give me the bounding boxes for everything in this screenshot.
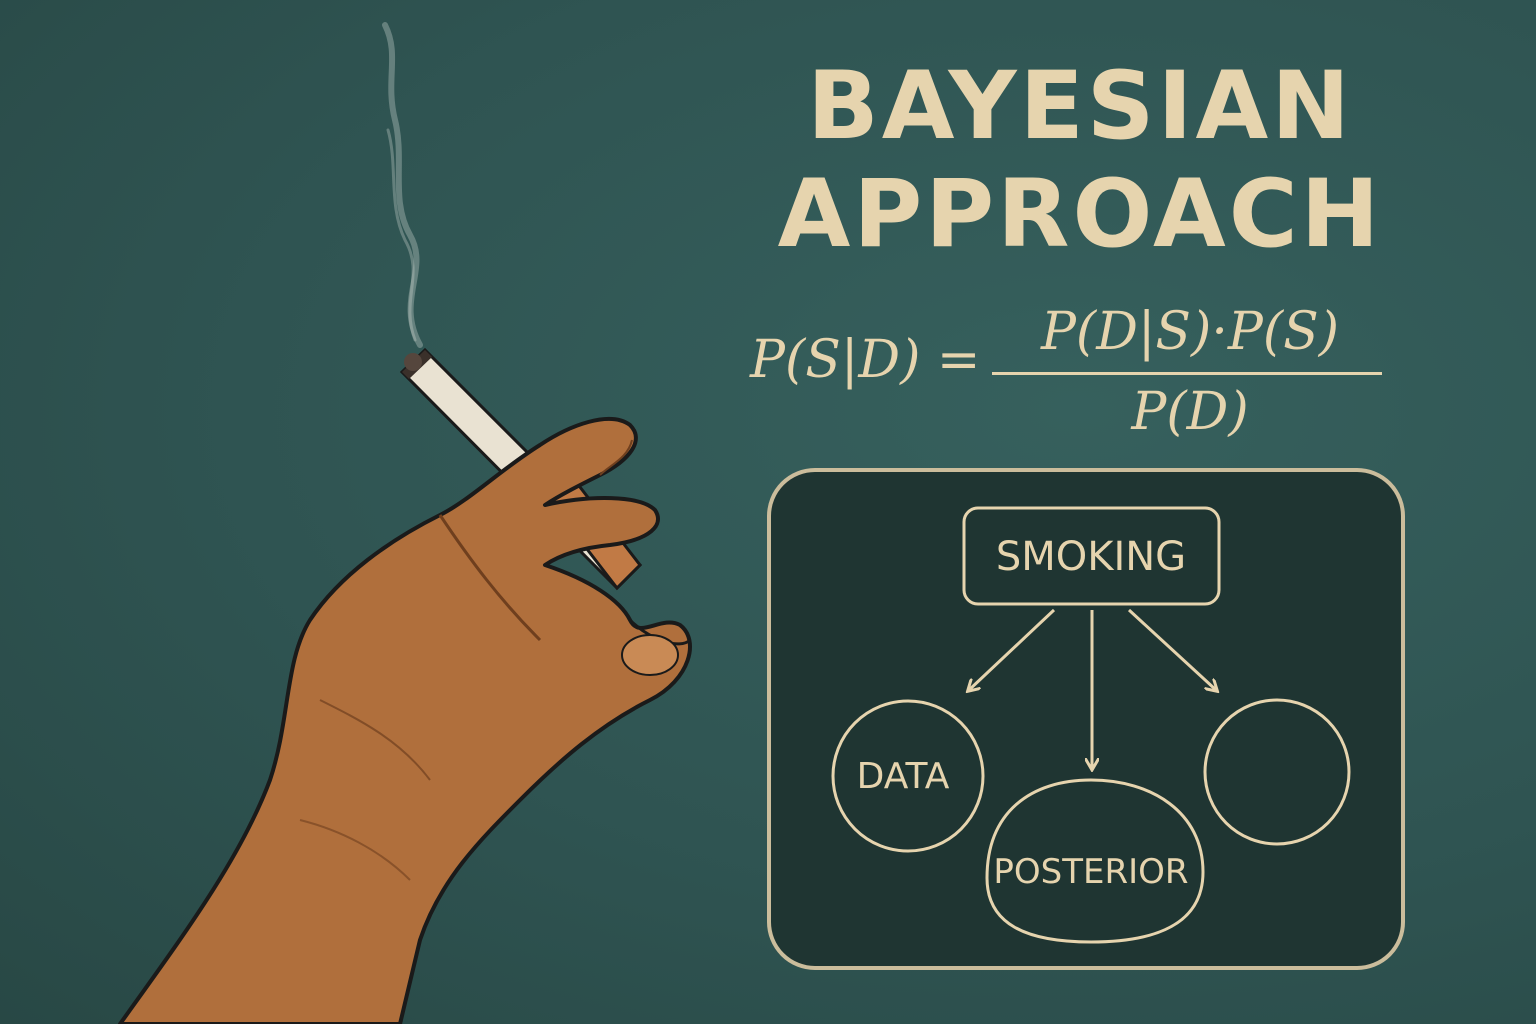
data-node-label: DATA [856,756,950,797]
title-line-2: APPROACH [777,160,1383,269]
hand-icon [118,416,692,1024]
hand-with-cigarette-illustration [118,22,692,1024]
smoke-icon [382,22,423,348]
bayes-formula: P(S|D) = P(D|S)·P(S) P(D) [740,302,1400,450]
posterior-node [985,778,1205,944]
smoking-node [962,506,1221,606]
smoking-node-label: SMOKING [995,534,1187,580]
formula-numerator: P(D|S)·P(S) [1040,302,1340,362]
formula-denominator: P(D) [1131,382,1249,442]
unlabeled-node [1203,698,1351,846]
fraction-bar [992,372,1382,375]
bayes-network-diagram: SMOKING DATA POSTERIOR [767,468,1405,970]
formula-lhs: P(S|D) = [750,330,981,390]
arrow-to-unlabeled [1127,608,1216,690]
data-node [831,699,985,853]
diagram-graphics [831,506,1351,944]
title-line-1: BAYESIAN [807,52,1353,161]
arrow-to-data [969,608,1056,690]
posterior-node-label: POSTERIOR [993,852,1189,892]
